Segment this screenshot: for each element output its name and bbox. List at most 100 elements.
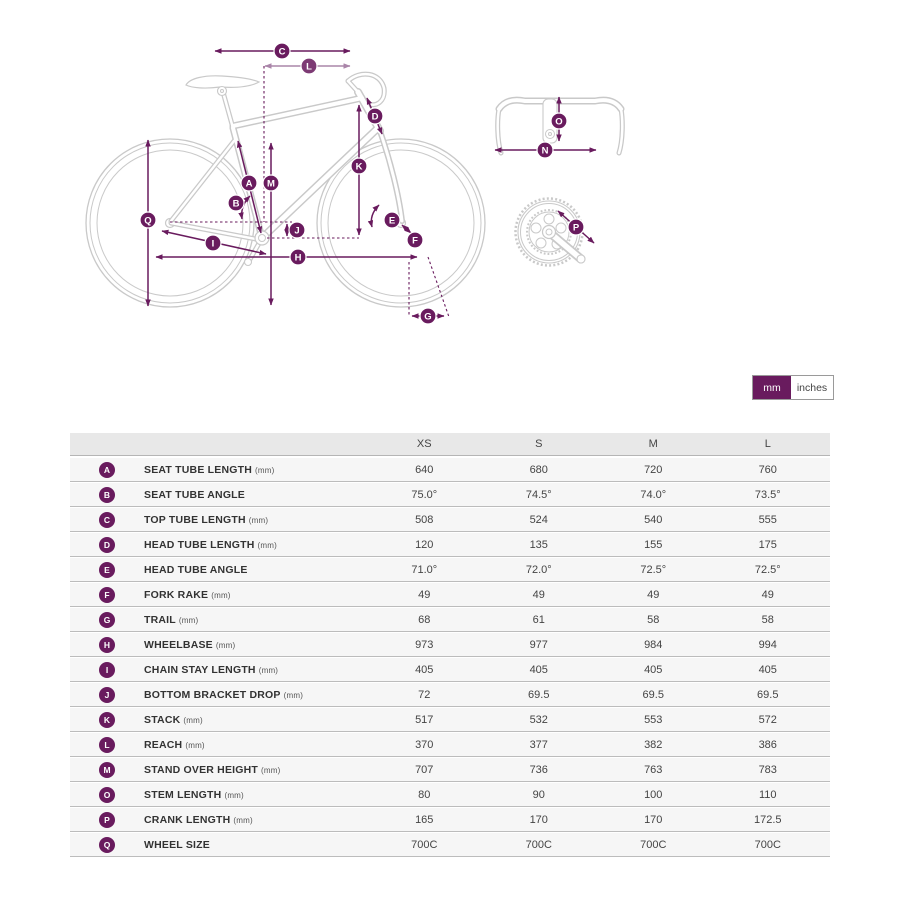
row-value: 700C (754, 838, 781, 851)
row-value: 72.0° (525, 563, 552, 576)
row-value: 736 (529, 763, 548, 776)
bike-line-art (85, 71, 625, 308)
row-value: 977 (529, 638, 548, 651)
size-column-header-xs: XS (416, 438, 432, 450)
row-label: STEM LENGTH (144, 788, 222, 801)
diagram-badge-e: E (383, 211, 401, 229)
diagram-badge-j: J (288, 221, 306, 239)
row-value: 49 (418, 588, 431, 601)
row-value: 58 (647, 613, 660, 626)
row-value: 69.5 (757, 688, 779, 701)
row-value: 763 (644, 763, 663, 776)
row-value: 49 (647, 588, 660, 601)
row-badge: G (99, 611, 115, 628)
row-label-cell: CRANK LENGTH (mm) (144, 814, 367, 826)
row-value: 72 (418, 688, 431, 701)
row-value: 382 (644, 738, 663, 751)
table-row: J BOTTOM BRACKET DROP (mm) 72 69.5 69.5 6… (70, 683, 830, 707)
row-unit: (mm) (257, 540, 278, 550)
svg-text:H: H (295, 253, 302, 264)
row-unit: (mm) (185, 740, 205, 750)
table-header-row: XS S M L (70, 433, 830, 456)
row-value: 973 (415, 638, 434, 651)
row-value: 508 (415, 513, 434, 526)
diagram-badge-p: P (567, 218, 585, 236)
geometry-table-body: A SEAT TUBE LENGTH (mm) 640 680 720 760 B… (70, 458, 830, 857)
table-row: Q WHEEL SIZE 700C 700C 700C 700C (70, 833, 830, 857)
svg-text:C: C (279, 47, 286, 58)
units-inches-button[interactable]: inches (791, 376, 833, 399)
row-label: SEAT TUBE LENGTH (144, 463, 253, 476)
svg-text:G: G (424, 312, 431, 323)
row-value: 370 (415, 738, 434, 751)
row-value: 72.5° (754, 563, 781, 576)
measurement-arrows (145, 48, 597, 319)
table-row: E HEAD TUBE ANGLE 71.0° 72.0° 72.5° 72.5… (70, 558, 830, 582)
row-value: 74.0° (640, 488, 667, 501)
row-badge: D (99, 536, 115, 553)
row-value: 175 (758, 538, 777, 551)
row-badge: B (99, 486, 115, 503)
table-row: I CHAIN STAY LENGTH (mm) 405 405 405 405 (70, 658, 830, 682)
row-label: FORK RAKE (144, 588, 209, 601)
row-value: 994 (758, 638, 777, 651)
row-badge: K (99, 711, 115, 728)
row-value: 135 (529, 538, 548, 551)
row-value: 405 (758, 663, 777, 676)
row-label: HEAD TUBE ANGLE (144, 563, 248, 576)
row-value: 572 (758, 713, 777, 726)
row-badge-letter: C (103, 514, 111, 525)
row-value: 984 (644, 638, 663, 651)
row-label-cell: WHEEL SIZE (144, 839, 367, 851)
row-value: 110 (758, 788, 777, 801)
row-label-cell: FORK RAKE (mm) (144, 589, 367, 601)
row-value: 386 (758, 738, 777, 751)
table-row: H WHEELBASE (mm) 973 977 984 994 (70, 633, 830, 657)
row-label-cell: CHAIN STAY LENGTH (mm) (144, 664, 367, 676)
svg-text:M: M (267, 179, 275, 190)
row-label-cell: BOTTOM BRACKET DROP (mm) (144, 689, 367, 701)
row-label: STAND OVER HEIGHT (144, 763, 259, 776)
row-label: HEAD TUBE LENGTH (144, 538, 255, 551)
row-badge: P (99, 811, 115, 828)
diagram-badges: C L D K A M B Q (139, 42, 585, 325)
row-value: 532 (529, 713, 548, 726)
row-unit: (mm) (283, 690, 304, 700)
row-value: 170 (529, 813, 548, 826)
arrow-fork-rake-f (401, 224, 412, 234)
row-value: 58 (761, 613, 774, 626)
row-value: 377 (529, 738, 548, 751)
row-badge-letter: I (105, 664, 109, 675)
row-label: CHAIN STAY LENGTH (144, 663, 256, 676)
row-value: 700C (411, 838, 438, 851)
diagram-badge-m: M (262, 174, 280, 192)
row-unit: (mm) (258, 665, 279, 675)
diagram-badge-i: I (204, 234, 222, 252)
row-badge: O (99, 786, 115, 803)
row-value: 517 (415, 713, 434, 726)
row-value: 61 (532, 613, 545, 626)
row-unit: (mm) (215, 640, 236, 650)
row-label: WHEELBASE (144, 638, 213, 651)
row-unit: (mm) (178, 615, 199, 625)
geometry-table: XS S M L A SEAT TUBE LENGTH (mm) 640 680 … (70, 433, 830, 858)
svg-text:I: I (212, 239, 215, 250)
arc-head-angle-e (367, 204, 380, 228)
row-value: 69.5 (528, 688, 550, 701)
row-badge-letter: A (103, 464, 111, 475)
row-badge-letter: D (103, 539, 111, 550)
row-badge-letter: Q (103, 839, 111, 850)
row-value: 155 (644, 538, 663, 551)
row-unit: (mm) (183, 715, 203, 725)
svg-text:K: K (356, 162, 363, 173)
row-label-cell: SEAT TUBE LENGTH (mm) (144, 464, 367, 476)
row-unit: (mm) (224, 790, 244, 800)
row-value: 74.5° (525, 488, 552, 501)
diagram-badge-k: K (350, 157, 368, 175)
units-mm-button[interactable]: mm (753, 376, 791, 399)
row-label-cell: TOP TUBE LENGTH (mm) (144, 514, 367, 526)
row-value: 405 (529, 663, 548, 676)
svg-text:J: J (294, 226, 299, 237)
size-column-header-s: S (535, 438, 543, 450)
